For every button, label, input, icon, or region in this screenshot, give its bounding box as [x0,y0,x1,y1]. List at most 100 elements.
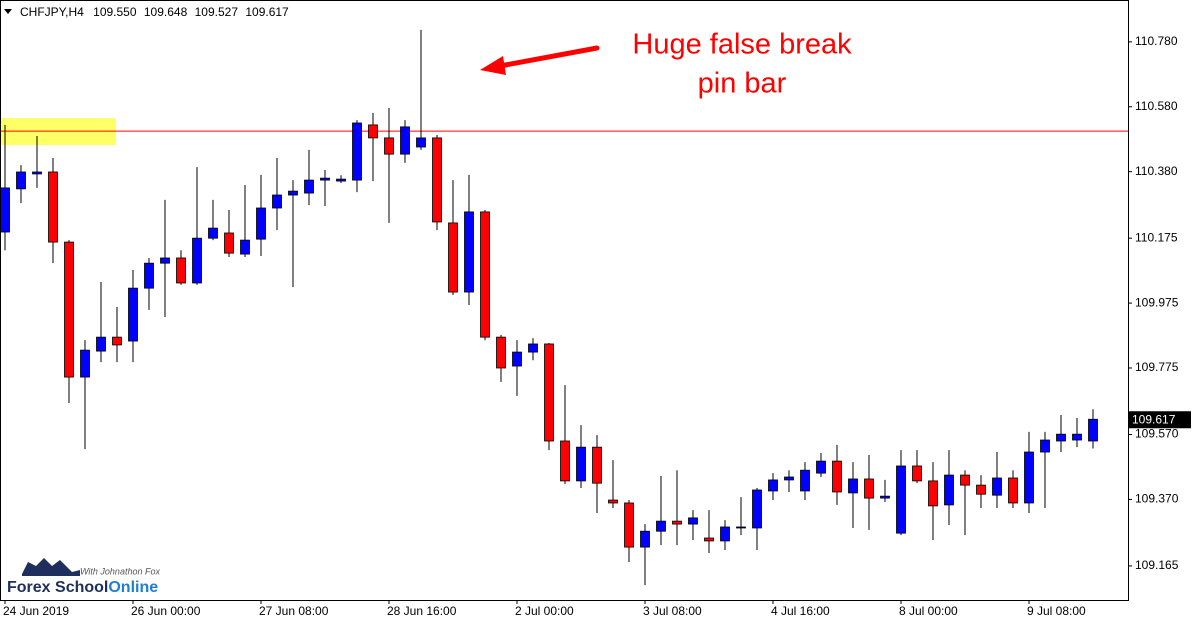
y-tick-label: 109.165 [1135,558,1179,572]
symbol: CHFJPY,H4 [20,5,84,19]
candle-body [352,122,362,181]
logo-name-suffix: Online [108,579,158,596]
candle-body [912,465,922,482]
candle-body [944,474,954,506]
x-tick-label: 24 Jun 2019 [3,604,69,618]
candle-body [928,480,938,507]
candle-body [576,446,586,482]
quote-high: 109.648 [144,5,188,19]
y-tick-label: 109.975 [1135,295,1179,309]
candle-body [512,351,522,367]
candle-body [992,477,1002,496]
candle-body [448,222,458,293]
candle-body [640,530,650,548]
header: CHFJPY,H4 109.550 109.648 109.527 109.61… [20,5,289,19]
candle-body [304,179,314,194]
candle-body [48,171,58,243]
plot-frame [0,0,1129,601]
candle-body [608,499,618,504]
y-tick-label: 109.570 [1135,427,1179,441]
logo-name: Forex SchoolOnline [7,579,158,596]
y-tick-label: 109.370 [1135,492,1179,506]
candle-body [1024,451,1034,504]
y-tick-label: 110.780 [1135,34,1178,48]
candle-body [560,440,570,482]
logo-tagline: With Johnathon Fox [80,566,160,576]
x-tick-label: 26 Jun 00:00 [131,604,201,618]
candle-body [288,190,298,196]
candle-body [752,489,762,529]
candle-body [720,526,730,542]
quote-low: 109.527 [195,5,239,19]
candle-body [208,227,218,239]
candle-body [272,194,282,209]
candle-body [128,287,138,342]
candle-body [896,465,906,534]
candle-body [496,336,506,369]
candle-body [816,460,826,474]
x-tick-label: 27 Jun 08:00 [259,604,329,618]
candle-body [368,124,378,139]
logo-icon [22,558,80,576]
candle-body [192,237,202,284]
logo: With Johnathon Fox Forex SchoolOnline [7,558,160,596]
candle-body [592,446,602,484]
price-box [1129,411,1191,429]
candle-body [544,343,554,442]
quote-open: 109.550 [93,5,137,19]
candle-body [1072,433,1082,441]
candle-body [432,137,442,223]
candle-body [768,479,778,492]
candle-body [256,207,266,240]
candle-body [848,478,858,494]
logo-name-main: Forex School [7,579,108,596]
quote-close: 109.617 [245,5,289,19]
candle-body [688,517,698,525]
candle-body [528,343,538,353]
annotation-arrowhead [480,56,506,75]
candle-body [480,211,490,338]
candle-body [832,460,842,493]
candle-body [1008,477,1018,504]
candle-body [1088,418,1098,442]
candle-layer [0,29,1098,586]
x-tick-label: 4 Jul 16:00 [771,604,830,618]
candle-body [32,171,42,175]
x-tick-label: 9 Jul 08:00 [1027,604,1086,618]
candle-body [160,257,170,264]
annotation-arrow [497,45,600,69]
candle-body [80,349,90,378]
candle-body [16,171,26,190]
candle-body [224,232,234,254]
y-tick-label: 110.380 [1135,164,1178,178]
candle-body [64,241,74,378]
candle-body [880,495,890,499]
candle-body [624,502,634,548]
x-tick-label: 2 Jul 00:00 [515,604,574,618]
candle-body [384,137,394,155]
candle-body [976,484,986,495]
candle-body [656,520,666,532]
x-tick-label: 3 Jul 08:00 [643,604,702,618]
candle-body [784,476,794,481]
annotation-line: Huge false break [632,29,852,61]
candle-body [176,257,186,284]
y-tick-label: 110.175 [1135,230,1178,244]
candle-body [336,178,346,182]
candle-body [144,262,154,289]
x-tick-label: 8 Jul 00:00 [899,604,958,618]
candle-body [320,177,330,181]
candle-body [464,211,474,293]
menu-triangle [4,9,12,14]
x-tick-label: 28 Jun 16:00 [387,604,457,618]
candle-body [112,336,122,346]
axis-layer: 110.780 110.580 110.380 110.175 109.975 109.7… [3,34,1191,618]
candle-body [1040,439,1050,453]
y-tick-label: 109.775 [1135,360,1179,374]
y-tick-label: 110.580 [1135,99,1178,113]
candle-body [704,537,714,542]
candle-body [960,474,970,486]
price-box-label: 109.617 [1132,412,1176,426]
